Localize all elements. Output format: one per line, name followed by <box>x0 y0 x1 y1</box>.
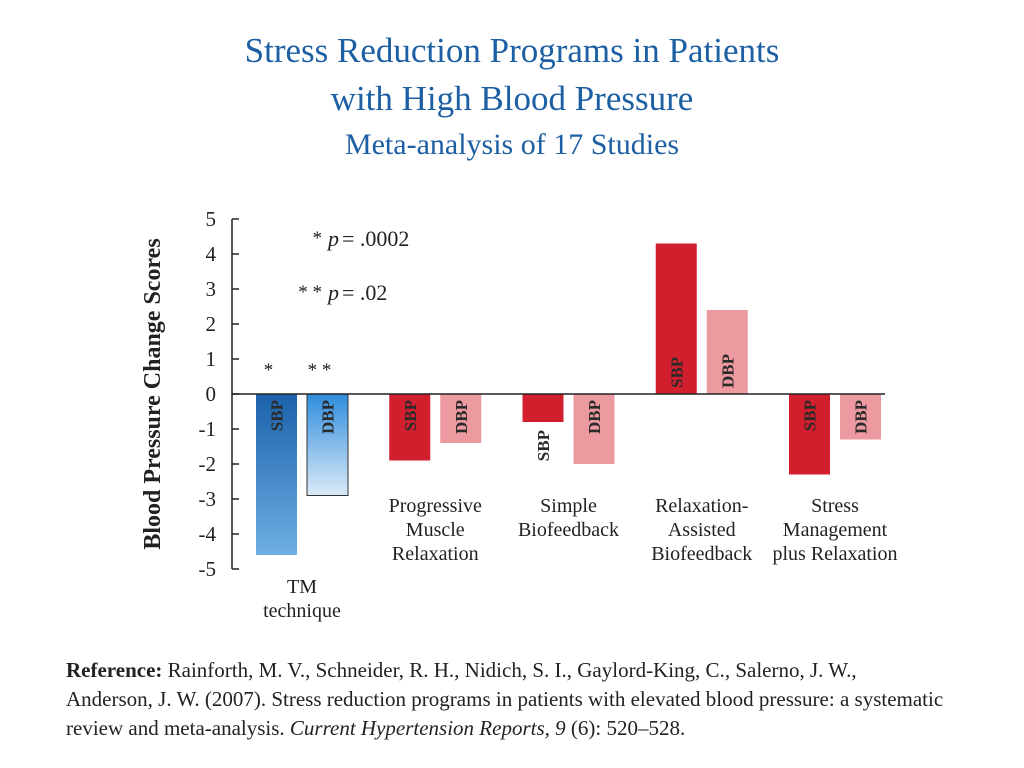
title-line: with High Blood Pressure <box>331 79 694 118</box>
y-tick-label: 3 <box>206 277 217 301</box>
significance-variable: p <box>326 226 339 251</box>
x-tick-label: Relaxation- <box>655 495 748 517</box>
bar-label: DBP <box>452 400 471 434</box>
significance-variable: p <box>326 280 339 305</box>
x-tick-label: Management <box>783 519 888 541</box>
significance-text: = .02 <box>342 280 387 305</box>
y-tick-label: 1 <box>206 347 217 371</box>
bar-label: SBP <box>268 400 287 431</box>
x-tick-label: plus Relaxation <box>773 543 898 565</box>
x-tick-label: Biofeedback <box>651 543 752 565</box>
y-tick-label: 4 <box>206 242 217 266</box>
bar-label: SBP <box>667 357 686 388</box>
x-tick-label: Stress <box>811 495 859 517</box>
bar-label: SBP <box>401 400 420 431</box>
bar-label: DBP <box>852 400 871 434</box>
y-tick-label: 2 <box>206 312 217 336</box>
x-tick-label: technique <box>263 600 341 622</box>
significance-text: = .0002 <box>342 226 409 251</box>
reference-journal: Current Hypertension Reports, 9 <box>289 716 566 740</box>
x-tick-label: Relaxation <box>392 543 479 565</box>
bar <box>655 243 697 394</box>
bar <box>573 394 615 464</box>
bar <box>522 394 564 422</box>
bar-label: DBP <box>319 400 338 434</box>
subtitle: Meta-analysis of 17 Studies <box>345 128 679 161</box>
bar-significance: * * <box>308 360 332 381</box>
bar-label: SBP <box>534 430 553 461</box>
reference-tail: (6): 520–528. <box>570 716 686 740</box>
reference-label: Reference: <box>66 658 163 682</box>
bar-label: DBP <box>585 400 604 434</box>
significance-symbol: * * <box>298 282 322 303</box>
x-tick-label: Simple <box>540 495 597 517</box>
x-tick-label: Progressive <box>389 495 482 517</box>
bar <box>840 394 881 440</box>
bar-label: DBP <box>718 354 737 388</box>
bar <box>389 394 431 461</box>
bar <box>706 310 748 394</box>
bar-significance: * <box>264 360 274 381</box>
bar <box>440 394 482 443</box>
bar <box>256 394 297 555</box>
y-tick-label: -2 <box>199 452 217 476</box>
y-tick-label: 0 <box>206 382 217 406</box>
reference: Reference: Rainforth, M. V., Schneider, … <box>66 656 946 743</box>
significance-symbol: * <box>313 228 323 249</box>
y-tick-label: -4 <box>199 522 217 546</box>
title-line: Stress Reduction Programs in Patients <box>245 31 780 70</box>
x-tick-label: TM <box>287 576 317 598</box>
y-tick-label: -3 <box>199 487 217 511</box>
x-tick-label: Biofeedback <box>518 519 619 541</box>
y-tick-label: -5 <box>199 557 217 581</box>
y-tick-label: 5 <box>206 207 217 231</box>
bar <box>789 394 830 475</box>
reference-text: Rainforth, M. V., Schneider, R. H., Nidi… <box>66 658 944 740</box>
chart: Stress Reduction Programs in Patients wi… <box>140 31 898 622</box>
y-axis-label: Blood Pressure Change Scores <box>140 238 166 549</box>
x-tick-label: Assisted <box>668 519 736 541</box>
y-tick-label: -1 <box>199 417 217 441</box>
x-tick-label: Muscle <box>406 519 465 541</box>
bar <box>306 393 349 496</box>
bar-label: SBP <box>801 400 820 431</box>
